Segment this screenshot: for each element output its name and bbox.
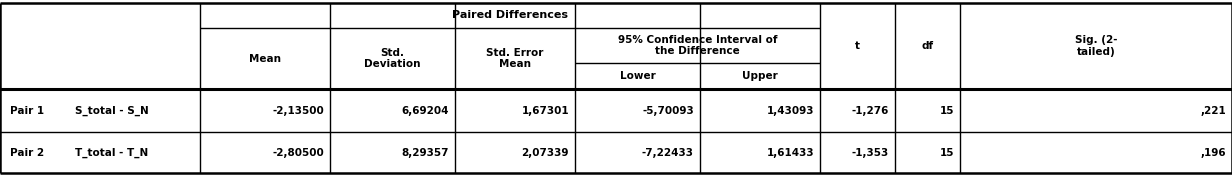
Text: Pair 2: Pair 2 [10, 147, 44, 158]
Text: 2,07339: 2,07339 [521, 147, 569, 158]
Text: Mean: Mean [249, 54, 281, 64]
Text: ,196: ,196 [1200, 147, 1226, 158]
Text: 1,43093: 1,43093 [766, 105, 814, 115]
Text: 1,61433: 1,61433 [766, 147, 814, 158]
Text: Upper: Upper [742, 71, 777, 81]
Text: -7,22433: -7,22433 [642, 147, 694, 158]
Text: Std.
Deviation: Std. Deviation [365, 48, 421, 69]
Text: -2,13500: -2,13500 [272, 105, 324, 115]
Text: Paired Differences: Paired Differences [452, 11, 568, 20]
Text: 15: 15 [940, 147, 954, 158]
Text: S_total - S_N: S_total - S_N [75, 105, 149, 116]
Text: -1,353: -1,353 [851, 147, 890, 158]
Text: -1,276: -1,276 [851, 105, 890, 115]
Text: 8,29357: 8,29357 [402, 147, 448, 158]
Text: 1,67301: 1,67301 [521, 105, 569, 115]
Text: Lower: Lower [620, 71, 655, 81]
Text: df: df [922, 41, 934, 51]
Text: Std. Error
Mean: Std. Error Mean [487, 48, 543, 69]
Text: -5,70093: -5,70093 [642, 105, 694, 115]
Text: t: t [855, 41, 860, 51]
Text: 15: 15 [940, 105, 954, 115]
Text: 95% Confidence Interval of
the Difference: 95% Confidence Interval of the Differenc… [617, 35, 777, 56]
Text: Sig. (2-
tailed): Sig. (2- tailed) [1074, 35, 1117, 57]
Text: ,221: ,221 [1200, 105, 1226, 115]
Text: -2,80500: -2,80500 [272, 147, 324, 158]
Text: 6,69204: 6,69204 [402, 105, 448, 115]
Text: T_total - T_N: T_total - T_N [75, 147, 148, 158]
Text: Pair 1: Pair 1 [10, 105, 44, 115]
